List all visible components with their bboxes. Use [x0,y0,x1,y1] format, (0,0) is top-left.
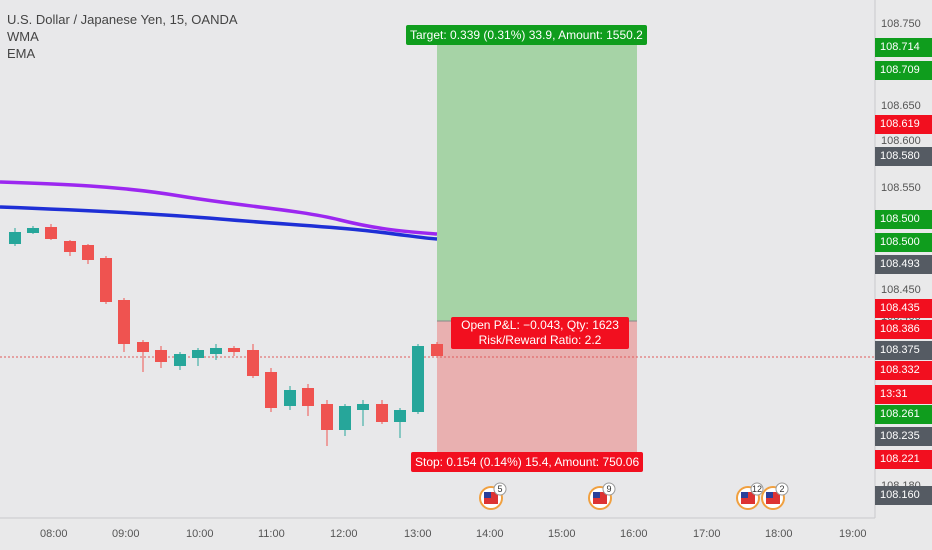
event-count: 2 [779,484,784,494]
candle-down [64,241,76,252]
us-event-flag-icon[interactable]: 5 [479,482,507,510]
price-tag: 108.580 [875,147,932,166]
ema-line [0,205,438,241]
candle-up [192,350,204,358]
time-axis-label: 15:00 [548,528,576,540]
target-label: Target: 0.339 (0.31%) 33.9, Amount: 1550… [406,25,647,45]
price-axis-label: 108.600 [881,135,921,147]
candle-up [210,348,222,354]
price-tag: 108.375 [875,341,932,360]
price-tag: 108.714 [875,38,932,57]
candle-up [9,232,21,244]
price-tag: 108.332 [875,361,932,380]
price-axis-label: 108.750 [881,18,921,30]
price-axis-label: 108.550 [881,182,921,194]
time-axis-label: 16:00 [620,528,648,540]
time-axis-label: 13:00 [404,528,432,540]
candle-down [302,388,314,406]
price-axis-label: 108.650 [881,100,921,112]
candle-up [27,228,39,233]
price-tag: 108.386 [875,320,932,339]
time-axis-label: 12:00 [330,528,358,540]
candle-up [174,354,186,366]
us-event-flag-icon[interactable]: 9 [588,482,616,510]
time-axis-label: 17:00 [693,528,721,540]
candle-up [412,346,424,412]
price-tag: 108.160 [875,486,932,505]
candle-up [284,390,296,406]
price-tag: 13:31 [875,385,932,404]
symbol-title[interactable]: U.S. Dollar / Japanese Yen, 15, OANDA [7,12,238,27]
price-tag: 108.221 [875,450,932,469]
candle-down [247,350,259,376]
candle-up [339,406,351,430]
candle-down [45,227,57,239]
candle-up [394,410,406,422]
price-tag: 108.261 [875,405,932,424]
wma-indicator-label[interactable]: WMA [7,29,39,44]
price-tag: 108.500 [875,210,932,229]
ema-indicator-label[interactable]: EMA [7,46,36,61]
stop-label: Stop: 0.154 (0.14%) 15.4, Amount: 750.06 [411,452,644,472]
candle-down [431,344,443,356]
time-axis-label: 10:00 [186,528,214,540]
candle-down [321,404,333,430]
candle-up [357,404,369,410]
target-zone [437,45,637,321]
open-pnl-text: Open P&L: −0.043, Qty: 1623 [461,318,619,332]
candle-down [376,404,388,422]
candle-down [82,245,94,260]
price-tag: 108.500 [875,233,932,252]
price-tag: 108.709 [875,61,932,80]
time-axis-label: 14:00 [476,528,504,540]
candle-down [137,342,149,352]
price-axis-label: 108.450 [881,284,921,296]
event-count: 9 [606,484,611,494]
price-tag: 108.619 [875,115,932,134]
time-axis-label: 19:00 [839,528,867,540]
time-axis-label: 18:00 [765,528,793,540]
candle-down [265,372,277,408]
risk-reward-text: Risk/Reward Ratio: 2.2 [478,333,602,347]
open-pnl-label: Open P&L: −0.043, Qty: 1623 Risk/Reward … [451,317,629,349]
candlesticks [9,224,443,446]
us-event-flag-icon[interactable]: 2 [761,482,789,510]
wma-line [0,180,438,236]
time-axis-label: 11:00 [258,528,285,540]
price-tag: 108.493 [875,255,932,274]
candle-down [155,350,167,362]
price-tag: 108.235 [875,427,932,446]
us-event-flag-icon[interactable]: 12 [736,482,764,510]
chart-legend: U.S. Dollar / Japanese Yen, 15, OANDA WM… [7,11,238,62]
event-count: 12 [752,484,762,494]
candle-down [118,300,130,344]
event-flags: 5 9 12 2 [479,482,789,510]
time-axis-label: 08:00 [40,528,68,540]
event-count: 5 [497,484,502,494]
time-axis-label: 09:00 [112,528,140,540]
candle-down [228,348,240,352]
price-tag: 108.435 [875,299,932,318]
candle-down [100,258,112,302]
